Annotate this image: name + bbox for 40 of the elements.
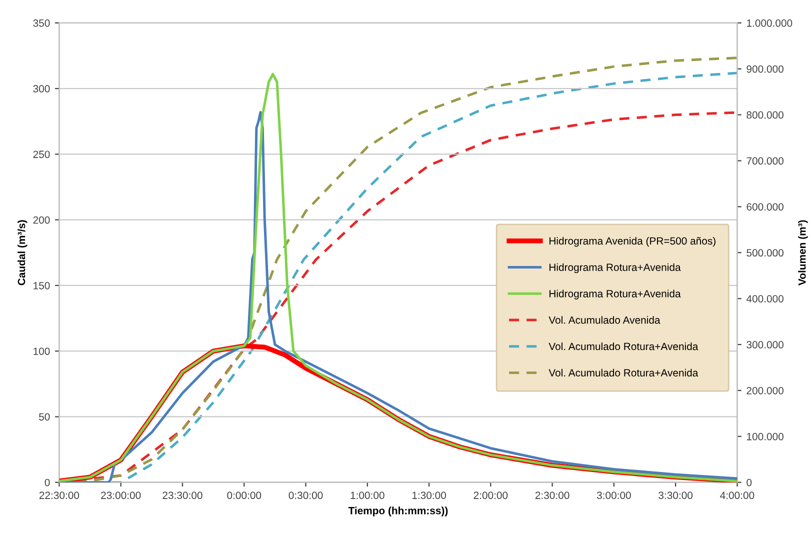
y2-tick-label: 600.000 [746, 203, 784, 211]
x-tick-label: 1:30:00 [412, 492, 446, 500]
y2-tick-label: 900.000 [746, 65, 784, 73]
legend-label: Hidrograma Avenida (PR=500 años) [550, 236, 716, 247]
x-tick-label: 1:00:00 [350, 492, 384, 500]
y-tick-label: 250 [33, 150, 50, 158]
x-tick-label: 23:00:00 [101, 492, 141, 500]
x-tick-label: 2:00:00 [474, 492, 508, 500]
y-axis-title: Caudal (m³/s) [18, 220, 28, 286]
y2-tick-label: 200.000 [746, 386, 784, 394]
x-tick-label: 2:30:00 [535, 492, 570, 500]
y-tick-label: 50 [39, 413, 50, 421]
legend-label: Vol. Acumulado Rotura+Avenida [548, 368, 698, 377]
y2-tick-label: 0 [746, 478, 752, 486]
y2-tick-label: 300.000 [746, 341, 784, 348]
y-tick-label: 150 [34, 282, 50, 290]
legend-label: Vol. Acumulado Avenida [548, 316, 660, 324]
x-tick-label: 3:30:00 [658, 492, 693, 500]
y2-tick-label: 700.000 [746, 157, 784, 165]
y-tick-label: 0 [44, 478, 50, 486]
legend-label: Hidrograma Rotura+Avenida [550, 290, 681, 300]
y-tick-label: 200 [33, 216, 50, 224]
y-tick-label: 100 [34, 348, 50, 355]
y-tick-label: 300 [33, 85, 50, 92]
y2-axis-title: Volumen (m³) [798, 220, 808, 286]
x-tick-label: 0:30:00 [288, 492, 323, 500]
x-tick-label: 0:00:00 [227, 492, 262, 500]
legend-label: Hidrograma Rotura+Avenida [550, 263, 681, 274]
y2-tick-label: 1.000.000 [747, 19, 792, 27]
x-tick-label: 3:00:00 [596, 492, 631, 500]
x-tick-label: 22:30:00 [39, 492, 80, 500]
legend-label: Vol. Acumulado Rotura+Avenida [548, 342, 698, 350]
y2-tick-label: 400.000 [746, 295, 784, 302]
y2-tick-label: 500.000 [746, 249, 784, 257]
y2-tick-label: 800.000 [746, 111, 784, 119]
x-tick-label: 4:00:00 [720, 492, 754, 500]
x-tick-label: 23:30:00 [162, 492, 202, 500]
y2-tick-label: 100.000 [747, 432, 784, 440]
x-axis-title: Tiempo (hh:mm:ss)) [348, 506, 448, 516]
y-tick-label: 350 [33, 19, 50, 27]
